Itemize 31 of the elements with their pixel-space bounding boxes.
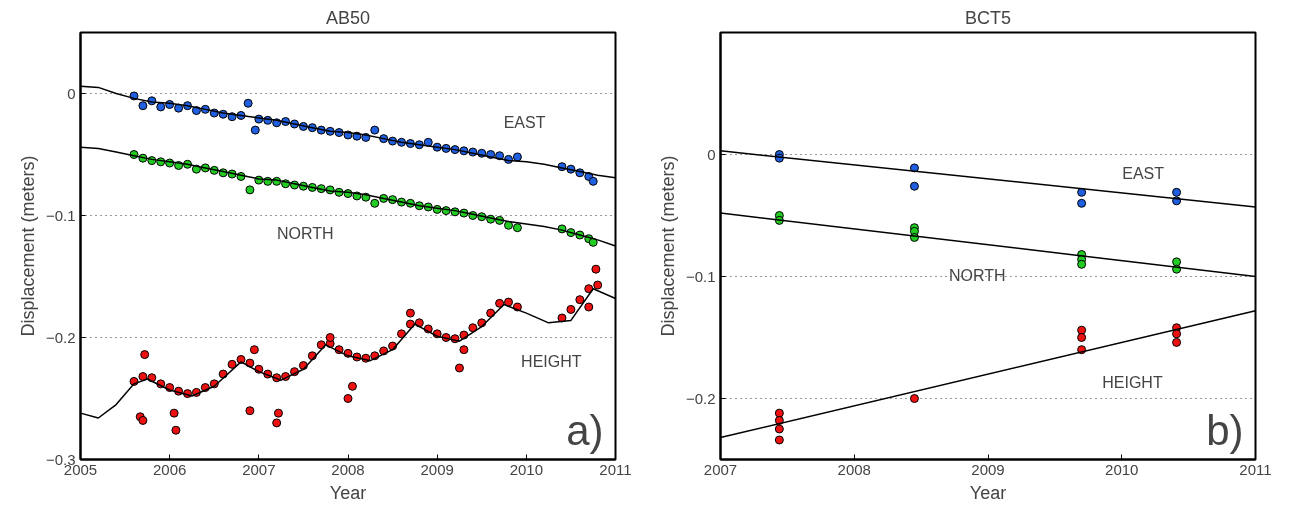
annotation: NORTH	[949, 267, 1006, 285]
x-tick-label: 2011	[1239, 460, 1272, 478]
y-axis-title: Displacement (meters)	[657, 155, 678, 337]
x-tick-label: 2011	[599, 460, 632, 478]
x-tick-label: 2009	[420, 460, 454, 478]
y-tick-label: −0.2	[685, 389, 716, 407]
annotation: EAST	[503, 113, 546, 131]
y-axis-title: Displacement (meters)	[17, 155, 38, 337]
x-tick-label: 2006	[152, 460, 187, 478]
x-tick-label: 2009	[971, 460, 1005, 478]
chart-title: AB50	[325, 7, 371, 28]
x-tick-label: 2008	[837, 460, 871, 478]
y-tick-label: −0.2	[45, 328, 76, 346]
annotation: b)	[1206, 406, 1244, 454]
y-tick-label: −0.1	[685, 267, 716, 285]
annotation: NORTH	[276, 224, 334, 242]
x-axis-title: Year	[969, 482, 1007, 503]
annotation: HEIGHT	[1102, 374, 1163, 392]
y-tick-label: 0	[67, 84, 76, 102]
x-axis-title: Year	[329, 482, 367, 503]
x-tick-label: 2010	[1105, 460, 1139, 478]
y-tick-label: −0.1	[45, 206, 76, 224]
annotation: HEIGHT	[521, 352, 582, 370]
x-tick-label: 2010	[509, 460, 544, 478]
y-tick-label: 0	[707, 145, 716, 163]
chart-title: BCT5	[964, 7, 1012, 28]
x-tick-label: 2007	[242, 460, 276, 478]
annotation: a)	[566, 406, 604, 454]
x-tick-label: 2007	[703, 460, 738, 478]
annotation: EAST	[1122, 164, 1165, 182]
x-tick-label: 2008	[331, 460, 365, 478]
